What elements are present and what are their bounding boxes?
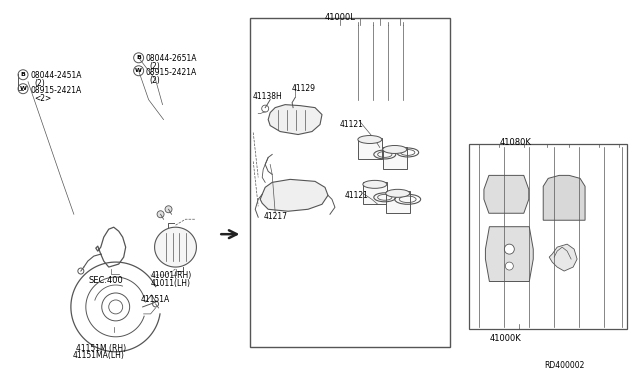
Polygon shape — [260, 179, 328, 211]
Text: 41151A: 41151A — [141, 295, 170, 304]
Text: B: B — [136, 55, 141, 60]
Text: 41001(RH): 41001(RH) — [150, 271, 192, 280]
Circle shape — [504, 244, 515, 254]
Polygon shape — [268, 105, 322, 135]
Circle shape — [506, 262, 513, 270]
Text: 41000K: 41000K — [490, 334, 521, 343]
Text: RD400002: RD400002 — [544, 361, 584, 370]
Text: 08915-2421A: 08915-2421A — [30, 86, 81, 95]
Text: 41011(LH): 41011(LH) — [150, 279, 191, 288]
Text: 08915-2421A: 08915-2421A — [146, 68, 197, 77]
Text: SEC.400: SEC.400 — [89, 276, 124, 285]
Polygon shape — [155, 227, 196, 267]
Text: B: B — [20, 72, 26, 77]
Text: (2): (2) — [34, 79, 45, 88]
Text: 41121: 41121 — [340, 119, 364, 129]
Bar — [358, 138, 382, 160]
Text: (2): (2) — [150, 62, 161, 71]
Bar — [383, 147, 406, 169]
Bar — [250, 18, 449, 347]
Text: 08044-2651A: 08044-2651A — [146, 54, 197, 63]
Text: (2): (2) — [150, 76, 161, 85]
Text: 41217: 41217 — [263, 212, 287, 221]
Text: 41080K: 41080K — [499, 138, 531, 147]
Text: <2>: <2> — [34, 94, 51, 103]
Ellipse shape — [358, 135, 382, 144]
Ellipse shape — [363, 180, 387, 188]
Text: 41129: 41129 — [292, 84, 316, 93]
Text: W: W — [135, 68, 142, 73]
Text: 41151MA(LH): 41151MA(LH) — [73, 351, 125, 360]
Polygon shape — [484, 175, 529, 213]
Circle shape — [165, 206, 172, 213]
Bar — [470, 144, 627, 329]
Bar — [363, 182, 387, 204]
Text: 41000L: 41000L — [324, 13, 355, 22]
Text: 08044-2451A: 08044-2451A — [30, 71, 81, 80]
Ellipse shape — [383, 145, 406, 154]
Circle shape — [157, 211, 164, 218]
Text: 41151M (RH): 41151M (RH) — [76, 344, 126, 353]
Text: W: W — [20, 86, 26, 91]
Bar — [386, 191, 410, 213]
Text: 41121: 41121 — [345, 191, 369, 201]
Polygon shape — [485, 227, 533, 282]
Polygon shape — [549, 244, 577, 271]
Polygon shape — [543, 175, 585, 220]
Ellipse shape — [386, 189, 410, 197]
Text: 41138H: 41138H — [252, 92, 282, 101]
